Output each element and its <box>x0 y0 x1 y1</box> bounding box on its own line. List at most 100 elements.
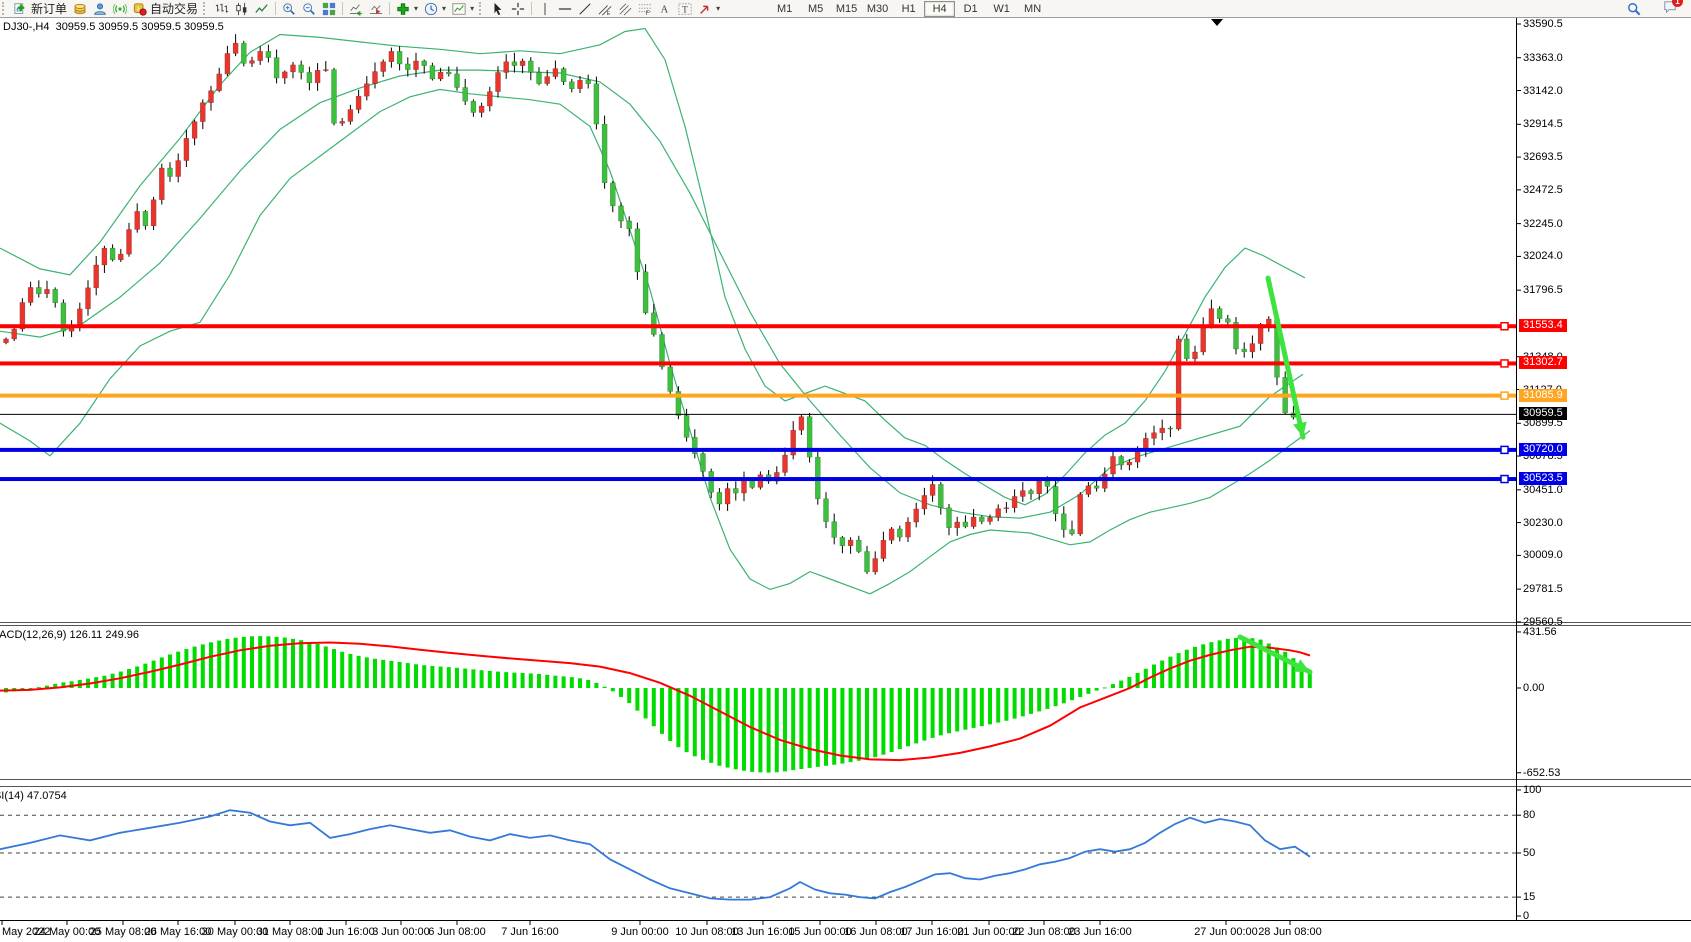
candle <box>823 498 829 522</box>
candle <box>372 71 378 84</box>
timeframe-button-h4[interactable]: H4 <box>924 0 956 17</box>
macd-histogram-bar <box>422 665 427 688</box>
timeframe-button-mn[interactable]: MN <box>1024 2 1042 15</box>
candle <box>446 71 452 75</box>
community-button[interactable] <box>90 0 110 17</box>
signals-button[interactable] <box>110 0 130 17</box>
arrows-dropdown-arrow[interactable]: ▾ <box>716 4 721 13</box>
candle <box>1110 456 1116 475</box>
indicators-dropdown-arrow[interactable]: ▾ <box>414 4 419 13</box>
autotrading-label: 自动交易 <box>150 2 199 16</box>
candle <box>109 247 116 261</box>
zoom-in-button[interactable] <box>279 0 299 17</box>
candle <box>1249 343 1256 353</box>
line-handle[interactable] <box>1500 474 1509 484</box>
candle <box>593 83 600 125</box>
zoom-out-button[interactable] <box>299 0 319 17</box>
line-handle[interactable] <box>1500 321 1509 331</box>
notifications-button[interactable]: 1 <box>1663 0 1683 17</box>
text-label-tool[interactable]: T <box>675 0 695 17</box>
auto-scroll-button[interactable] <box>346 0 366 17</box>
timeframe-button-m5[interactable]: M5 <box>807 2 824 15</box>
candle <box>659 334 665 368</box>
candle <box>200 102 206 122</box>
bollinger-lower-band <box>0 88 1311 595</box>
macd-histogram-bar <box>889 688 894 752</box>
price-tick-label: 30451.0 <box>1523 483 1563 496</box>
symbols-button[interactable] <box>70 0 90 17</box>
macd-histogram-bar <box>217 640 222 688</box>
macd-histogram-bar <box>471 669 476 688</box>
vertical-line-icon <box>544 2 546 15</box>
bar-chart-button[interactable] <box>212 0 232 17</box>
timeframe-button-w1[interactable]: W1 <box>993 2 1010 15</box>
chart-shift-marker[interactable] <box>1211 19 1223 26</box>
toolbar-grip[interactable] <box>2 2 8 15</box>
horizontal-level-line[interactable] <box>0 324 1516 329</box>
macd-histogram-bar <box>151 660 156 688</box>
down-arrow-object[interactable] <box>1265 275 1306 440</box>
candle <box>1151 432 1157 439</box>
toolbar-grip[interactable] <box>203 2 209 15</box>
arrows-tool[interactable]: ▾ <box>695 0 723 17</box>
macd-histogram-bar <box>1078 688 1083 698</box>
rsi-tick-label: 80 <box>1523 809 1536 822</box>
candle <box>52 289 58 304</box>
horizontal-level-line[interactable] <box>0 361 1516 366</box>
timeframe-button-m1[interactable]: M1 <box>776 2 793 15</box>
candle <box>569 81 575 89</box>
macd-histogram-bar <box>373 658 377 688</box>
level-price-label: 31302.7 <box>1519 356 1567 370</box>
macd-histogram-bar <box>922 688 927 741</box>
candle <box>585 80 591 84</box>
vertical-line-tool[interactable] <box>535 0 555 17</box>
timeframe-button-m30[interactable]: M30 <box>866 2 889 15</box>
macd-histogram-bar <box>799 688 804 769</box>
templates-dropdown-arrow[interactable]: ▾ <box>470 4 475 13</box>
candle <box>733 488 739 494</box>
trendline-tool[interactable] <box>575 0 595 17</box>
pitchfork-tool[interactable] <box>615 0 635 17</box>
cursor-button[interactable] <box>488 0 508 17</box>
line-handle[interactable] <box>1500 391 1509 400</box>
periods-button[interactable]: ▾ <box>421 0 449 17</box>
candle <box>134 211 140 230</box>
macd-histogram-bar <box>1127 676 1132 688</box>
candle <box>306 72 313 84</box>
line-chart-button[interactable] <box>252 0 272 17</box>
line-handle[interactable] <box>1500 445 1509 455</box>
horizontal-level-line[interactable] <box>0 477 1516 482</box>
toolbar-grip[interactable] <box>479 2 485 15</box>
line-handle[interactable] <box>1500 359 1509 368</box>
channel-tool[interactable]: E <box>595 0 615 17</box>
periods-dropdown-arrow[interactable]: ▾ <box>442 4 447 13</box>
search-icon[interactable] <box>1627 2 1641 16</box>
tile-windows-button[interactable] <box>319 0 339 17</box>
macd-tick-label: 0.00 <box>1523 682 1545 694</box>
new-order-button[interactable]: 新订单 <box>11 0 70 17</box>
timeframe-button-h1[interactable]: H1 <box>901 2 916 15</box>
macd-histogram-bar <box>463 668 468 688</box>
candle <box>1175 338 1182 430</box>
templates-button[interactable]: ▾ <box>449 0 477 17</box>
crosshair-button[interactable] <box>508 0 528 17</box>
candle <box>847 539 854 547</box>
fibonacci-tool[interactable]: F <box>635 0 655 17</box>
horizontal-level-line[interactable] <box>0 447 1516 452</box>
macd-histogram-bar <box>1045 688 1050 709</box>
horizontal-level-line[interactable] <box>0 393 1516 398</box>
timeframe-button-d1[interactable]: D1 <box>963 2 978 15</box>
macd-histogram-bar <box>1119 680 1124 688</box>
candle <box>839 537 846 547</box>
horizontal-line-tool[interactable] <box>555 0 575 17</box>
candlestick-chart-button[interactable] <box>232 0 252 17</box>
timeframe-button-m15[interactable]: M15 <box>835 2 858 15</box>
candle <box>1200 324 1206 353</box>
candle <box>470 100 477 113</box>
candle <box>610 182 616 207</box>
indicators-button[interactable]: ▾ <box>393 0 421 17</box>
autotrading-button[interactable]: 自动交易 <box>130 0 201 17</box>
text-tool[interactable]: A <box>655 0 675 17</box>
chart-shift-button[interactable] <box>366 0 386 17</box>
